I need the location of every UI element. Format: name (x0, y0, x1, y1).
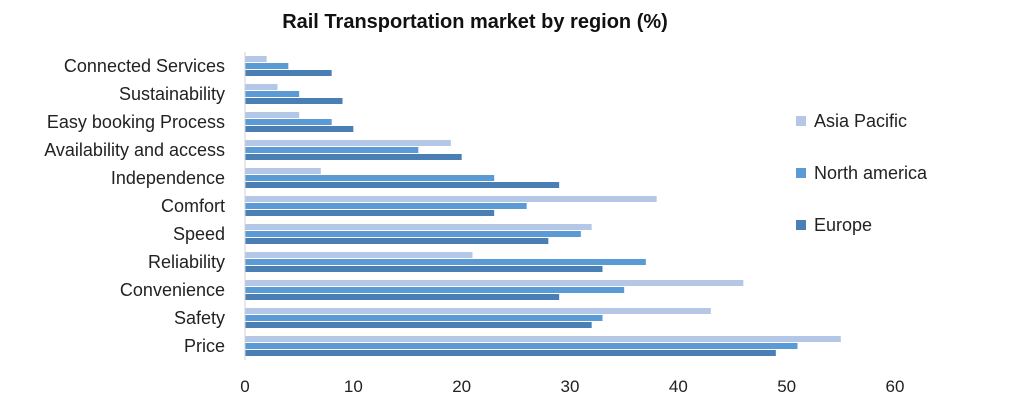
bar-north-america (245, 343, 798, 349)
legend-swatch (796, 220, 806, 230)
category-label: Price (184, 336, 225, 356)
legend-swatch (796, 116, 806, 126)
bar-asia-pacific (245, 308, 711, 314)
category-label: Availability and access (44, 140, 225, 160)
bar-europe (245, 210, 495, 216)
bar-asia-pacific (245, 336, 841, 342)
bar-asia-pacific (245, 196, 657, 202)
chart-title: Rail Transportation market by region (%) (282, 11, 668, 33)
bar-north-america (245, 315, 603, 321)
bar-north-america (245, 259, 646, 265)
bar-asia-pacific (245, 84, 278, 90)
category-label: Speed (173, 224, 225, 244)
category-label: Independence (111, 168, 225, 188)
bar-north-america (245, 175, 495, 181)
bar-asia-pacific (245, 140, 451, 146)
bars-layer (245, 56, 841, 356)
category-label: Connected Services (64, 56, 225, 76)
bar-europe (245, 154, 462, 160)
bar-europe (245, 98, 343, 104)
x-tick-label: 30 (561, 377, 580, 396)
bar-asia-pacific (245, 56, 267, 62)
x-tick-label: 60 (886, 377, 905, 396)
x-tick-label: 40 (669, 377, 688, 396)
bar-north-america (245, 203, 527, 209)
x-tick-label: 50 (777, 377, 796, 396)
legend-label: Asia Pacific (814, 111, 907, 131)
bar-north-america (245, 287, 625, 293)
category-label: Comfort (161, 196, 225, 216)
bar-asia-pacific (245, 280, 744, 286)
bar-asia-pacific (245, 168, 321, 174)
bar-europe (245, 266, 603, 272)
category-label: Safety (174, 308, 225, 328)
bar-north-america (245, 63, 289, 69)
category-labels: Connected Services Sustainability Easy boo… (44, 56, 225, 356)
category-label: Convenience (120, 280, 225, 300)
bar-north-america (245, 91, 300, 97)
bar-north-america (245, 119, 332, 125)
category-label: Reliability (148, 252, 225, 272)
bar-europe (245, 350, 776, 356)
bar-europe (245, 238, 549, 244)
x-tick-label: 0 (240, 377, 249, 396)
bar-north-america (245, 231, 581, 237)
legend: Asia Pacific North america Europe (796, 111, 928, 235)
bar-europe (245, 70, 332, 76)
bar-europe (245, 126, 354, 132)
bar-europe (245, 294, 560, 300)
bar-asia-pacific (245, 112, 300, 118)
x-tick-label: 20 (452, 377, 471, 396)
legend-label: North america (814, 163, 928, 183)
category-label: Easy booking Process (47, 112, 225, 132)
bar-europe (245, 182, 560, 188)
bar-north-america (245, 147, 419, 153)
legend-label: Europe (814, 215, 872, 235)
legend-swatch (796, 168, 806, 178)
category-label: Sustainability (119, 84, 225, 104)
bar-europe (245, 322, 592, 328)
bar-asia-pacific (245, 224, 592, 230)
x-axis-ticks: 0 10 20 30 40 50 60 (240, 377, 904, 396)
bar-asia-pacific (245, 252, 473, 258)
x-tick-label: 10 (344, 377, 363, 396)
